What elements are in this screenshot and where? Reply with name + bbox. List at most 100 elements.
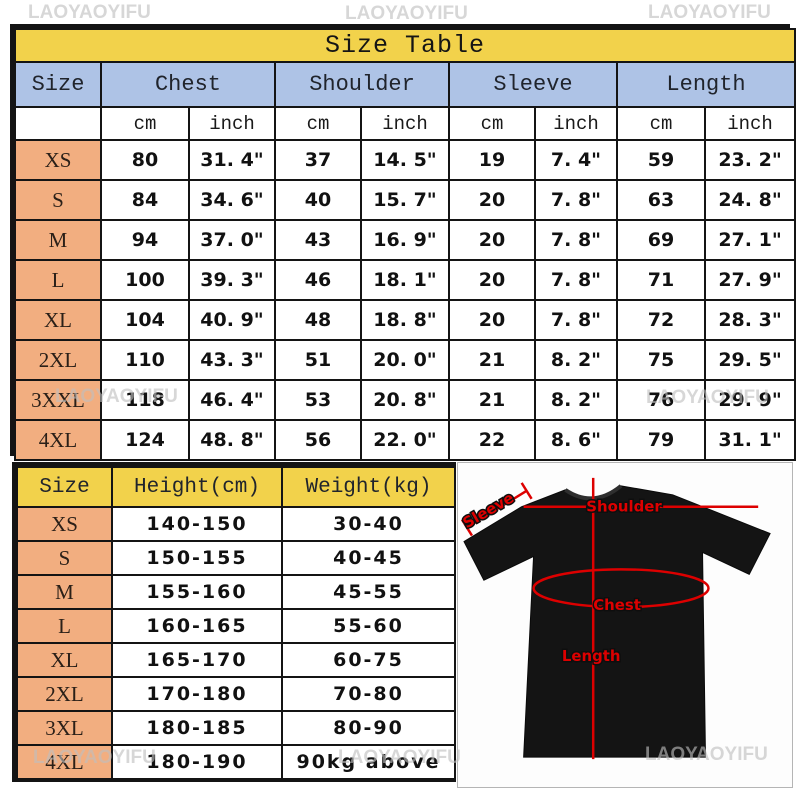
weight-range-cell: 70-80 [281, 676, 456, 712]
measurement-cell: 51 [274, 339, 362, 381]
size-table: Size Table Size Chest Shoulder Sleeve Le… [10, 24, 797, 461]
sleeve-tick-shoulder [520, 482, 533, 500]
height-range-cell: 180-185 [111, 710, 283, 746]
height-range-cell: 165-170 [111, 642, 283, 678]
size-table-title-row: Size Table [13, 28, 797, 63]
size-table-row: S 84 34. 6" 40 15. 7" 20 7. 8" 63 24. 8" [14, 179, 797, 221]
measurement-cell: 72 [616, 299, 706, 341]
chest-ellipse [532, 568, 710, 609]
measurement-cell: 118 [100, 379, 190, 421]
measurement-cell: 22 [448, 419, 536, 461]
measurement-cell: 20 [448, 259, 536, 301]
watermark: LAOYAOYIFU [345, 3, 468, 24]
measurement-cell: 46 [274, 259, 362, 301]
size-table-row: XL 104 40. 9" 48 18. 8" 20 7. 8" 72 28. 3" [14, 299, 797, 341]
measurement-cell: 7. 8" [534, 179, 618, 221]
measurement-cell: 8. 2" [534, 379, 618, 421]
unit-header-cm: cm [100, 106, 190, 141]
size-table-title: Size Table [13, 28, 797, 63]
measurement-cell: 76 [616, 379, 706, 421]
measurement-cell: 7. 4" [534, 139, 618, 181]
size-label-cell: S [16, 540, 113, 576]
unit-header-inch: inch [703, 106, 797, 141]
weight-range-cell: 30-40 [281, 506, 456, 542]
measurement-cell: 18. 1" [360, 259, 450, 301]
measurement-cell: 59 [616, 139, 706, 181]
size-table-row: 3XXL 118 46. 4" 53 20. 8" 21 8. 2" 76 29. 9" [14, 379, 797, 421]
measurement-cell: 27. 1" [703, 219, 797, 261]
measurement-cell: 40. 9" [188, 299, 276, 341]
unit-header-inch: inch [188, 106, 276, 141]
measurement-cell: 80 [100, 139, 190, 181]
unit-header-inch: inch [360, 106, 450, 141]
column-header-chest: Chest [100, 61, 276, 108]
measurement-cell: 34. 6" [188, 179, 276, 221]
size-label-cell: XS [14, 139, 102, 181]
weight-range-cell: 40-45 [281, 540, 456, 576]
height-range-cell: 140-150 [111, 506, 283, 542]
measurement-cell: 31. 1" [703, 419, 797, 461]
measurement-cell: 15. 7" [360, 179, 450, 221]
fit-header-weight: Weight(kg) [281, 466, 456, 508]
column-header-sleeve: Sleeve [448, 61, 618, 108]
size-label-cell: 3XXL [14, 379, 102, 421]
size-table-row: L 100 39. 3" 46 18. 1" 20 7. 8" 71 27. 9" [14, 259, 797, 301]
measurement-cell: 53 [274, 379, 362, 421]
measurement-cell: 79 [616, 419, 706, 461]
measurement-cell: 22. 0" [360, 419, 450, 461]
measurement-cell: 104 [100, 299, 190, 341]
height-range-cell: 150-155 [111, 540, 283, 576]
size-table-row: 2XL 110 43. 3" 51 20. 0" 21 8. 2" 75 29. 5" [14, 339, 797, 381]
height-range-cell: 180-190 [111, 744, 283, 780]
sleeve-line [466, 489, 528, 529]
measurement-cell: 43. 3" [188, 339, 276, 381]
measurement-cell: 71 [616, 259, 706, 301]
height-range-cell: 160-165 [111, 608, 283, 644]
fit-table-grid: Size Height(cm) Weight(kg) XS 140-150 30-4… [16, 466, 456, 780]
weight-range-cell: 80-90 [281, 710, 456, 746]
size-table-header-row: Size Chest Shoulder Sleeve Length [14, 61, 797, 108]
size-label-cell: 2XL [14, 339, 102, 381]
measurement-cell: 40 [274, 179, 362, 221]
fit-table-header-row: Size Height(cm) Weight(kg) [16, 466, 456, 508]
measurement-cell: 20 [448, 219, 536, 261]
measurement-cell: 19 [448, 139, 536, 181]
measurement-cell: 21 [448, 339, 536, 381]
measurement-cell: 63 [616, 179, 706, 221]
measurement-cell: 7. 8" [534, 219, 618, 261]
fit-table-body: XS 140-150 30-40 S 150-155 40-45 M 155-160 45-55… [16, 506, 456, 780]
size-table-row: XS 80 31. 4" 37 14. 5" 19 7. 4" 59 23. 2" [14, 139, 797, 181]
size-label-cell: XS [16, 506, 113, 542]
size-label-cell: S [14, 179, 102, 221]
measurement-cell: 20 [448, 179, 536, 221]
measurement-cell: 43 [274, 219, 362, 261]
measurement-cell: 37. 0" [188, 219, 276, 261]
column-header-size: Size [14, 61, 102, 108]
measurement-cell: 20. 0" [360, 339, 450, 381]
measurement-cell: 31. 4" [188, 139, 276, 181]
measurement-cell: 100 [100, 259, 190, 301]
size-label-cell: L [16, 608, 113, 644]
fit-table-row: 4XL 180-190 90kg above [16, 744, 456, 780]
measurement-cell: 20. 8" [360, 379, 450, 421]
measurement-cell: 27. 9" [703, 259, 797, 301]
fit-table-row: M 155-160 45-55 [16, 574, 456, 610]
size-table-body: XS 80 31. 4" 37 14. 5" 19 7. 4" 59 23. 2" S 84 34. … [14, 139, 797, 461]
fit-table-row: XS 140-150 30-40 [16, 506, 456, 542]
tshirt-measurement-diagram: Sleeve Shoulder Chest Length [457, 462, 793, 788]
size-label-cell: XL [16, 642, 113, 678]
size-label-cell: 3XL [16, 710, 113, 746]
fit-header-size: Size [16, 466, 113, 508]
fit-table: Size Height(cm) Weight(kg) XS 140-150 30-4… [12, 462, 456, 782]
measurement-cell: 37 [274, 139, 362, 181]
watermark: LAOYAOYIFU [648, 2, 771, 23]
measurement-cell: 48. 8" [188, 419, 276, 461]
size-label-cell: M [16, 574, 113, 610]
measurement-cell: 110 [100, 339, 190, 381]
weight-range-cell: 60-75 [281, 642, 456, 678]
measurement-cell: 7. 8" [534, 259, 618, 301]
weight-range-cell: 90kg above [281, 744, 456, 780]
measurement-cell: 75 [616, 339, 706, 381]
measurement-cell: 94 [100, 219, 190, 261]
unit-header-row: cm inch cm inch cm inch cm inch [14, 106, 797, 141]
